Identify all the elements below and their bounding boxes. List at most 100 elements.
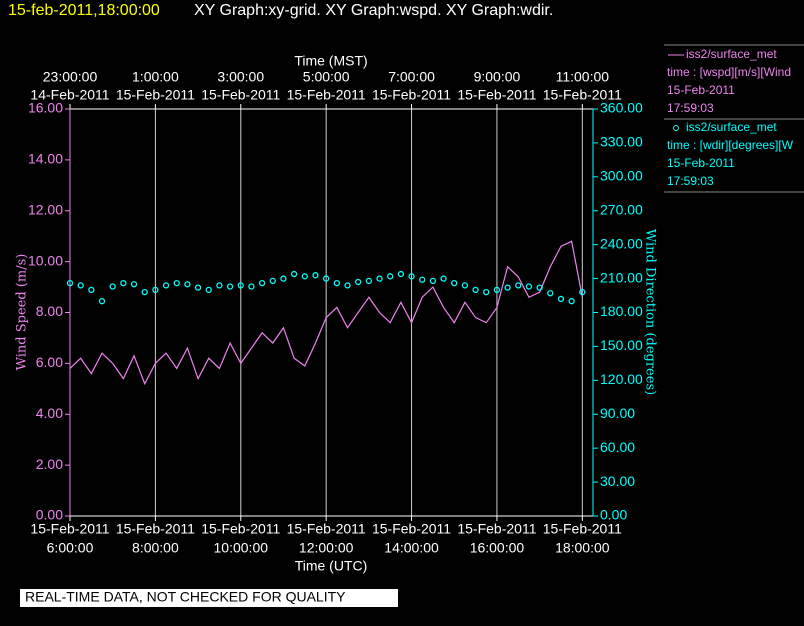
x2-tick-date: 15-Feb-2011 xyxy=(457,87,536,103)
wind-direction-point xyxy=(547,290,554,297)
wind-direction-point xyxy=(408,273,415,280)
legend-date: 15-Feb-2011 xyxy=(667,83,735,97)
x-tick-date: 15-Feb-2011 xyxy=(30,521,109,537)
x2-tick-label: 11:00:00 xyxy=(556,69,610,85)
wind-direction-point xyxy=(141,288,148,296)
legend-date: 15-Feb-2011 xyxy=(667,156,735,170)
wind-direction-point xyxy=(461,282,469,289)
y2-tick-label: 330.00 xyxy=(600,134,643,150)
y2-tick-label: 360.00 xyxy=(600,100,643,116)
wind-direction-point xyxy=(568,298,575,305)
wind-direction-point xyxy=(483,288,490,296)
wind-direction-point xyxy=(173,279,180,287)
y2-tick-label: 30.00 xyxy=(600,473,635,489)
x2-tick-label: 9:00:00 xyxy=(474,69,521,85)
note-box xyxy=(20,589,398,607)
wind-direction-point xyxy=(376,275,383,282)
legend-marker xyxy=(673,125,679,131)
wind-direction-point xyxy=(387,273,394,280)
wind-direction-point xyxy=(280,275,287,282)
y-tick-label: 2.00 xyxy=(36,456,63,472)
wind-direction-point xyxy=(344,282,351,289)
legend-field: time : [wdir][degrees][W xyxy=(667,138,794,152)
wind-direction-point xyxy=(365,277,373,284)
wind-direction-point xyxy=(515,282,522,289)
y2-tick-label: 300.00 xyxy=(600,168,643,184)
x2-tick-label: 1:00:00 xyxy=(132,69,179,85)
wind-direction-point xyxy=(301,273,308,280)
x-tick-label: 10:00:00 xyxy=(214,540,269,556)
wind-direction-point xyxy=(472,286,479,294)
wind-direction-point xyxy=(226,283,234,290)
wind-direction-point xyxy=(194,284,202,291)
y2-tick-label: 180.00 xyxy=(600,303,643,319)
wind-direction-point xyxy=(429,277,437,284)
x2-axis-label: Time (MST) xyxy=(294,53,367,69)
x2-tick-label: 3:00:00 xyxy=(217,69,264,85)
legend-field: time : [wspd][m/s][Wind xyxy=(667,65,791,79)
legend-name: iss2/surface_met xyxy=(686,47,777,61)
wind-direction-point xyxy=(66,279,74,287)
wind-direction-point xyxy=(152,286,159,294)
wind-direction-point xyxy=(237,282,244,289)
wind-direction-point xyxy=(557,295,565,303)
wind-direction-point xyxy=(504,284,511,291)
wind-speed-line xyxy=(69,240,583,386)
y2-tick-label: 0.00 xyxy=(600,507,627,523)
wind-direction-point xyxy=(269,277,276,284)
x-tick-date: 15-Feb-2011 xyxy=(201,521,280,537)
y-tick-label: 6.00 xyxy=(36,354,63,370)
legend-time: 17:59:03 xyxy=(667,174,714,188)
wind-direction-point xyxy=(525,283,533,290)
wind-direction-point xyxy=(130,281,138,288)
wind-direction-point xyxy=(258,279,266,287)
y2-tick-label: 270.00 xyxy=(600,201,643,217)
x-tick-label: 14:00:00 xyxy=(384,540,439,556)
x-tick-label: 18:00:00 xyxy=(555,540,610,556)
wind-direction-point xyxy=(451,279,458,287)
x-tick-date: 15-Feb-2011 xyxy=(116,521,195,537)
y-tick-label: 0.00 xyxy=(36,507,63,523)
chart-subtitle: XY Graph:xy-grid. XY Graph:wspd. XY Grap… xyxy=(194,2,553,19)
x2-tick-date: 15-Feb-2011 xyxy=(543,87,622,103)
y-tick-label: 10.00 xyxy=(28,252,63,268)
y2-tick-label: 150.00 xyxy=(600,337,643,353)
x2-tick-date: 15-Feb-2011 xyxy=(287,87,366,103)
y2-tick-label: 120.00 xyxy=(600,371,643,387)
wind-direction-point xyxy=(205,286,212,294)
legend-time: 17:59:03 xyxy=(667,101,714,115)
wind-direction-point xyxy=(355,278,362,286)
legend-name: iss2/surface_met xyxy=(686,120,777,134)
wind-direction-point xyxy=(323,275,330,282)
x2-tick-label: 7:00:00 xyxy=(388,69,435,85)
wind-direction-point xyxy=(579,288,586,296)
x2-tick-label: 5:00:00 xyxy=(303,69,350,85)
wind-direction-point xyxy=(536,284,543,291)
x-tick-label: 16:00:00 xyxy=(470,540,525,556)
x-tick-label: 12:00:00 xyxy=(299,540,354,556)
note: REAL-TIME DATA, NOT CHECKED FOR QUALITY xyxy=(25,589,346,605)
x-tick-date: 15-Feb-2011 xyxy=(372,521,451,537)
wind-direction-point xyxy=(419,276,426,283)
x2-tick-date: 15-Feb-2011 xyxy=(116,87,195,103)
x-tick-date: 15-Feb-2011 xyxy=(457,521,536,537)
chart-title: 15-feb-2011,18:00:00 xyxy=(8,2,160,19)
wind-direction-point xyxy=(248,283,255,290)
wind-direction-point xyxy=(333,279,340,287)
y2-tick-label: 240.00 xyxy=(600,235,643,251)
wind-direction-point xyxy=(493,286,501,294)
x-tick-date: 15-Feb-2011 xyxy=(543,521,622,537)
wind-direction-point xyxy=(184,281,191,288)
x-tick-label: 6:00:00 xyxy=(47,540,94,556)
wind-direction-point xyxy=(440,275,447,282)
x-axis-label: Time (UTC) xyxy=(295,558,368,574)
x2-tick-label: 23:00:00 xyxy=(43,69,98,85)
x2-tick-date: 15-Feb-2011 xyxy=(201,87,280,103)
y2-tick-label: 210.00 xyxy=(600,269,643,285)
x-tick-date: 15-Feb-2011 xyxy=(287,521,366,537)
x2-tick-date: 14-Feb-2011 xyxy=(30,87,109,103)
y-tick-label: 16.00 xyxy=(28,100,63,116)
wind-direction-point xyxy=(77,282,84,289)
